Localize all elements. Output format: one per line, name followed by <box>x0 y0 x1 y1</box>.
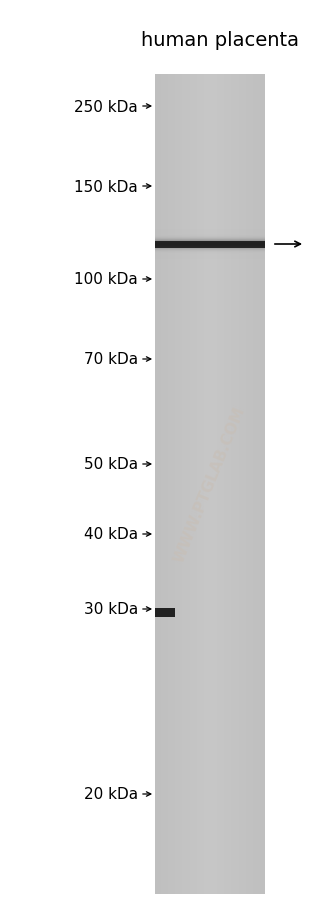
Text: 30 kDa: 30 kDa <box>84 602 138 617</box>
Bar <box>155 241 265 248</box>
Text: 70 kDa: 70 kDa <box>84 352 138 367</box>
Text: 100 kDa: 100 kDa <box>74 272 138 287</box>
Text: 20 kDa: 20 kDa <box>84 787 138 802</box>
Text: 50 kDa: 50 kDa <box>84 457 138 472</box>
Text: 150 kDa: 150 kDa <box>74 179 138 194</box>
Text: WWW.PTGLAB.COM: WWW.PTGLAB.COM <box>172 404 248 565</box>
Text: human placenta: human placenta <box>141 31 299 50</box>
Text: 250 kDa: 250 kDa <box>74 99 138 115</box>
Text: 40 kDa: 40 kDa <box>84 527 138 542</box>
Bar <box>155 608 175 617</box>
